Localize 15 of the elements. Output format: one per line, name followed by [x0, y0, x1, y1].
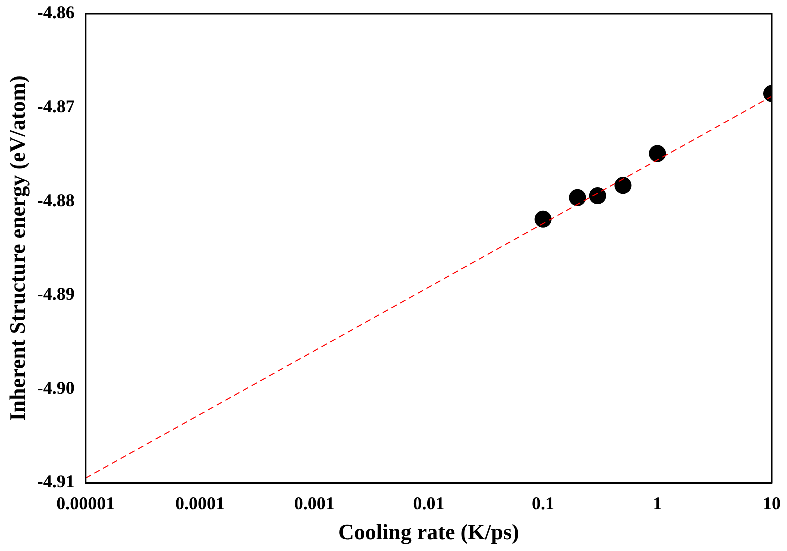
y-tick-label: -4.86: [37, 2, 75, 23]
y-axis-title: Inherent Structure energy (eV/atom): [4, 76, 30, 422]
y-tick-label: -4.89: [37, 284, 75, 304]
y-tick-label: -4.91: [37, 472, 75, 492]
x-tick-label: 1: [653, 493, 662, 514]
x-tick-label: 0.1: [532, 493, 555, 514]
y-tick-label: -4.88: [37, 190, 75, 210]
y-tick-label: -4.90: [37, 378, 75, 398]
x-tick-label: 0.0001: [175, 493, 225, 514]
x-axis-title: Cooling rate (K/ps): [338, 519, 520, 544]
x-tick-label: 0.01: [413, 493, 445, 514]
x-tick-label: 10: [763, 493, 781, 514]
x-tick-label: 0.001: [294, 493, 335, 514]
y-tick-label: -4.87: [37, 96, 75, 116]
x-tick-label: 0.00001: [56, 493, 116, 514]
